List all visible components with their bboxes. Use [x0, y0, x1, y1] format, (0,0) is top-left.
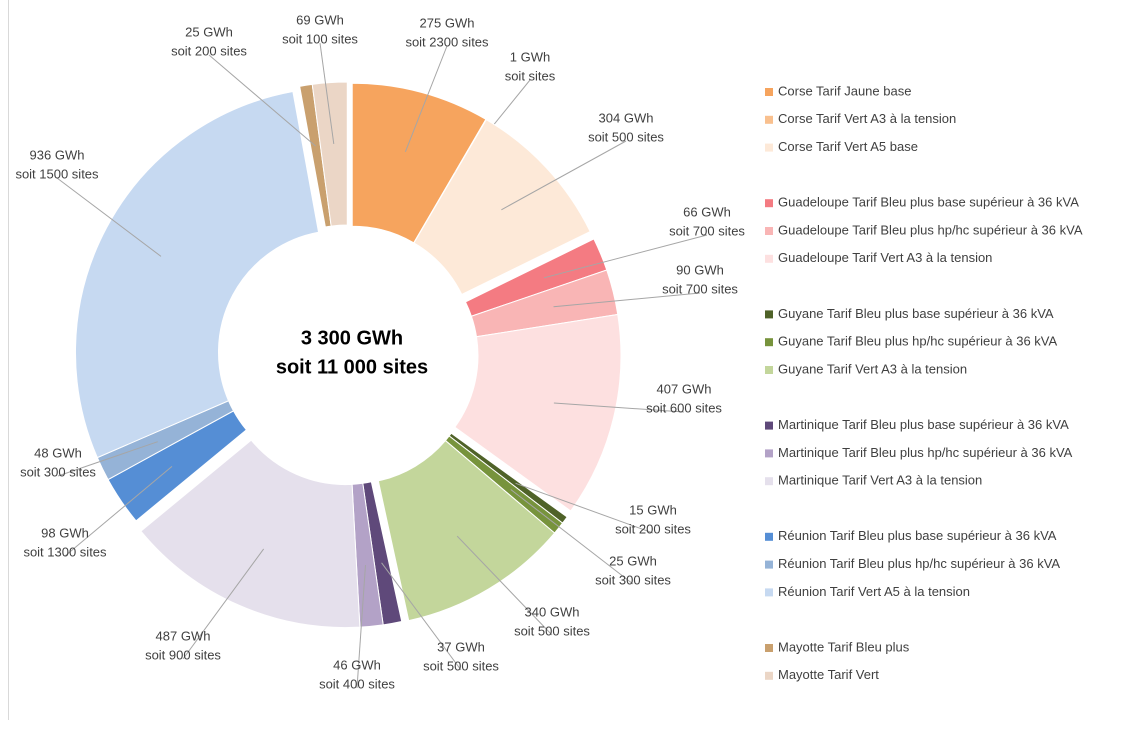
leader-line [182, 548, 265, 660]
data-label: soit 500 sites [588, 129, 664, 144]
data-label: 25 GWh [609, 553, 657, 568]
legend-label: Guyane Tarif Bleu plus base supérieur à … [778, 306, 1054, 321]
data-label: soit 500 sites [423, 658, 499, 673]
center-label: soit 11 000 sites [276, 356, 428, 378]
legend-label: Guadeloupe Tarif Bleu plus hp/hc supérie… [778, 222, 1083, 237]
data-label: soit 200 sites [171, 43, 247, 58]
legend-swatch [765, 421, 773, 430]
legend-label: Martinique Tarif Bleu plus hp/hc supérie… [778, 445, 1073, 460]
data-label: 407 GWh [657, 381, 712, 396]
data-label: 48 GWh [34, 445, 82, 460]
donut-segment [454, 313, 622, 512]
leader-line [57, 441, 158, 477]
data-label: soit 700 sites [669, 223, 745, 238]
legend-label: Corse Tarif Vert A5 base [778, 139, 918, 154]
donut-segment [74, 90, 320, 459]
legend-swatch [765, 88, 773, 96]
center-label: 3 300 GWh [301, 327, 403, 349]
legend-label: Réunion Tarif Bleu plus hp/hc supérieur … [778, 556, 1060, 571]
data-label: 936 GWh [30, 147, 85, 162]
legend-swatch [765, 560, 773, 569]
leader-line [543, 234, 708, 279]
data-label: soit sites [505, 68, 556, 83]
legend-label: Corse Tarif Jaune base [778, 83, 911, 98]
legend-label: Réunion Tarif Bleu plus base supérieur à… [778, 528, 1057, 543]
data-label: soit 700 sites [662, 281, 738, 296]
leader-line [553, 292, 701, 308]
data-label: soit 500 sites [514, 623, 590, 638]
legend-label: Mayotte Tarif Vert [778, 667, 879, 682]
data-label: 487 GWh [156, 628, 211, 643]
legend-swatch [765, 115, 773, 124]
donut-segment [413, 118, 591, 296]
leader-line [404, 45, 448, 152]
legend-swatch [765, 254, 773, 263]
data-label: 46 GWh [333, 657, 381, 672]
leader-line [456, 535, 553, 636]
data-label: 69 GWh [296, 12, 344, 27]
donut-segment [311, 81, 348, 227]
data-label: soit 1500 sites [15, 166, 99, 181]
data-label: 15 GWh [629, 502, 677, 517]
leader-line [64, 465, 173, 557]
legend-label: Guadeloupe Tarif Vert A3 à la tension [778, 250, 992, 265]
data-label: 1 GWh [510, 49, 550, 64]
legend-label: Martinique Tarif Vert A3 à la tension [778, 473, 982, 488]
legend-swatch [765, 532, 773, 541]
leader-line [515, 482, 654, 534]
data-label: 66 GWh [683, 204, 731, 219]
data-label: soit 200 sites [615, 521, 691, 536]
legend-label: Guyane Tarif Vert A3 à la tension [778, 361, 967, 376]
legend-swatch [765, 310, 773, 319]
legend-label: Guadeloupe Tarif Bleu plus base supérieu… [778, 195, 1079, 210]
leader-line [553, 402, 685, 413]
legend-label: Réunion Tarif Vert A5 à la tension [778, 584, 970, 599]
donut-segment [377, 439, 556, 622]
legend-label: Corse Tarif Vert A3 à la tension [778, 111, 956, 126]
data-label: soit 100 sites [282, 31, 358, 46]
legend-label: Guyane Tarif Bleu plus hp/hc supérieur à… [778, 334, 1058, 349]
leader-line [356, 565, 366, 689]
data-label: soit 300 sites [20, 464, 96, 479]
legend-label: Martinique Tarif Bleu plus base supérieu… [778, 417, 1069, 432]
data-label: soit 600 sites [646, 400, 722, 415]
leader-line [319, 42, 335, 145]
legend-swatch [765, 199, 773, 208]
data-label: 340 GWh [525, 604, 580, 619]
leader-line [56, 177, 162, 257]
data-label: soit 2300 sites [405, 34, 489, 49]
legend-swatch [765, 588, 773, 597]
legend-swatch [765, 227, 773, 235]
leader-line [381, 562, 462, 671]
legend-swatch [765, 477, 773, 486]
leader-line [501, 140, 627, 211]
data-label: 304 GWh [599, 110, 654, 125]
legend-swatch [765, 449, 773, 458]
data-label: 25 GWh [185, 24, 233, 39]
data-label: 90 GWh [676, 262, 724, 277]
leader-line [208, 54, 316, 147]
donut-segment [140, 439, 361, 629]
leader-line [510, 489, 634, 585]
data-label: 98 GWh [41, 525, 89, 540]
data-label: soit 400 sites [319, 676, 395, 691]
legend-swatch [765, 644, 773, 652]
data-label: soit 1300 sites [23, 544, 107, 559]
legend-swatch [765, 143, 773, 152]
legend-swatch [765, 366, 773, 374]
legend-label: Mayotte Tarif Bleu plus [778, 639, 910, 654]
legend-swatch [765, 338, 773, 347]
data-label: soit 900 sites [145, 647, 221, 662]
data-label: 275 GWh [420, 15, 475, 30]
data-label: soit 300 sites [595, 572, 671, 587]
legend-swatch [765, 671, 773, 680]
data-label: 37 GWh [437, 639, 485, 654]
